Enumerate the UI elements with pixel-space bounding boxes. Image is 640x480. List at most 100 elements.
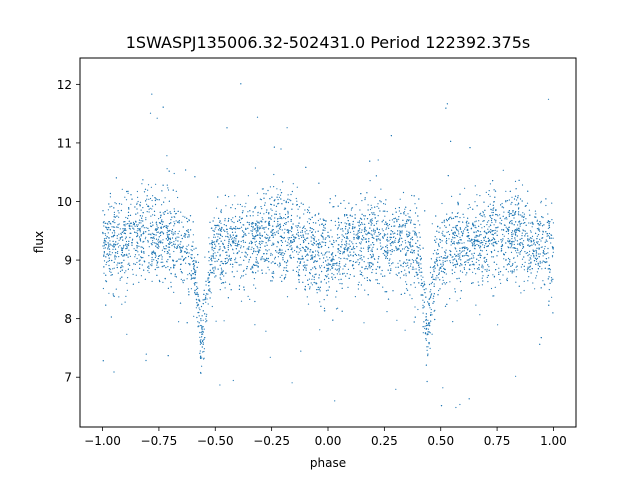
data-point (265, 272, 267, 274)
data-point (425, 338, 427, 340)
data-point (397, 247, 399, 249)
data-point (527, 268, 529, 270)
data-point (519, 230, 521, 232)
data-point (152, 240, 154, 242)
data-point (217, 233, 219, 235)
data-point (179, 251, 181, 253)
data-point (265, 249, 267, 251)
data-point (248, 259, 250, 261)
data-point (264, 245, 266, 247)
data-point (349, 274, 351, 276)
data-point (279, 253, 281, 256)
data-point (109, 196, 111, 198)
data-point (111, 232, 113, 234)
data-point (444, 225, 446, 227)
data-point (119, 277, 121, 279)
data-point (481, 264, 483, 266)
data-point (398, 218, 400, 220)
data-point (430, 295, 432, 297)
data-point (395, 237, 397, 239)
data-point (174, 275, 176, 277)
data-point (547, 278, 549, 280)
data-point (298, 238, 300, 240)
data-point (398, 248, 400, 250)
data-point (300, 350, 302, 352)
data-point (138, 281, 140, 283)
data-point (266, 237, 268, 239)
data-point (316, 243, 319, 245)
data-point (405, 275, 407, 277)
data-point (298, 269, 300, 271)
data-point (210, 255, 212, 257)
data-point (116, 235, 118, 237)
data-point (314, 242, 316, 245)
data-point (531, 235, 534, 237)
data-point (126, 289, 128, 291)
data-point (414, 306, 416, 308)
data-point (439, 267, 441, 269)
data-point (342, 235, 344, 237)
data-point (218, 221, 221, 223)
data-point (156, 264, 158, 266)
data-point (174, 231, 176, 233)
data-point (239, 203, 241, 206)
data-point (231, 221, 233, 223)
data-point (455, 263, 457, 265)
data-point (330, 229, 332, 231)
data-point (275, 213, 277, 215)
data-point (287, 270, 289, 272)
data-point (548, 257, 550, 259)
data-point (369, 160, 371, 162)
data-point (278, 217, 280, 219)
data-point (454, 271, 456, 273)
data-point (190, 288, 192, 290)
data-point (276, 251, 278, 253)
data-point (170, 281, 172, 283)
data-point (240, 264, 242, 266)
data-point (514, 233, 517, 235)
data-point (333, 259, 335, 261)
data-point (506, 200, 509, 202)
data-point (412, 230, 414, 232)
data-point (188, 252, 190, 254)
data-point (139, 228, 141, 231)
data-point (205, 318, 207, 320)
data-point (108, 257, 110, 259)
data-point (372, 254, 374, 256)
data-point (463, 255, 465, 257)
data-point (123, 244, 125, 247)
data-point (183, 279, 185, 281)
data-point (519, 223, 521, 225)
data-point (276, 231, 278, 233)
data-point (364, 268, 366, 270)
data-point (283, 236, 285, 239)
data-point (511, 242, 513, 244)
data-point (514, 195, 517, 197)
data-point (348, 224, 350, 226)
data-point (227, 219, 230, 221)
data-point (329, 198, 331, 200)
data-point (408, 267, 410, 269)
data-point (142, 257, 144, 259)
data-point (234, 244, 236, 247)
data-point (328, 235, 330, 237)
data-point (425, 318, 427, 321)
data-point (181, 250, 183, 252)
data-point (275, 250, 277, 252)
data-point (287, 216, 289, 218)
data-point (360, 231, 363, 233)
data-point (422, 312, 424, 314)
data-point (299, 216, 301, 218)
data-point (136, 224, 138, 226)
data-point (373, 212, 375, 214)
data-point (281, 236, 283, 238)
data-point (488, 243, 491, 245)
data-point (231, 271, 233, 273)
data-point (480, 249, 482, 251)
data-point (155, 228, 157, 230)
data-point (444, 254, 446, 256)
data-point (148, 211, 150, 213)
data-point (130, 203, 132, 205)
data-point (273, 186, 275, 188)
